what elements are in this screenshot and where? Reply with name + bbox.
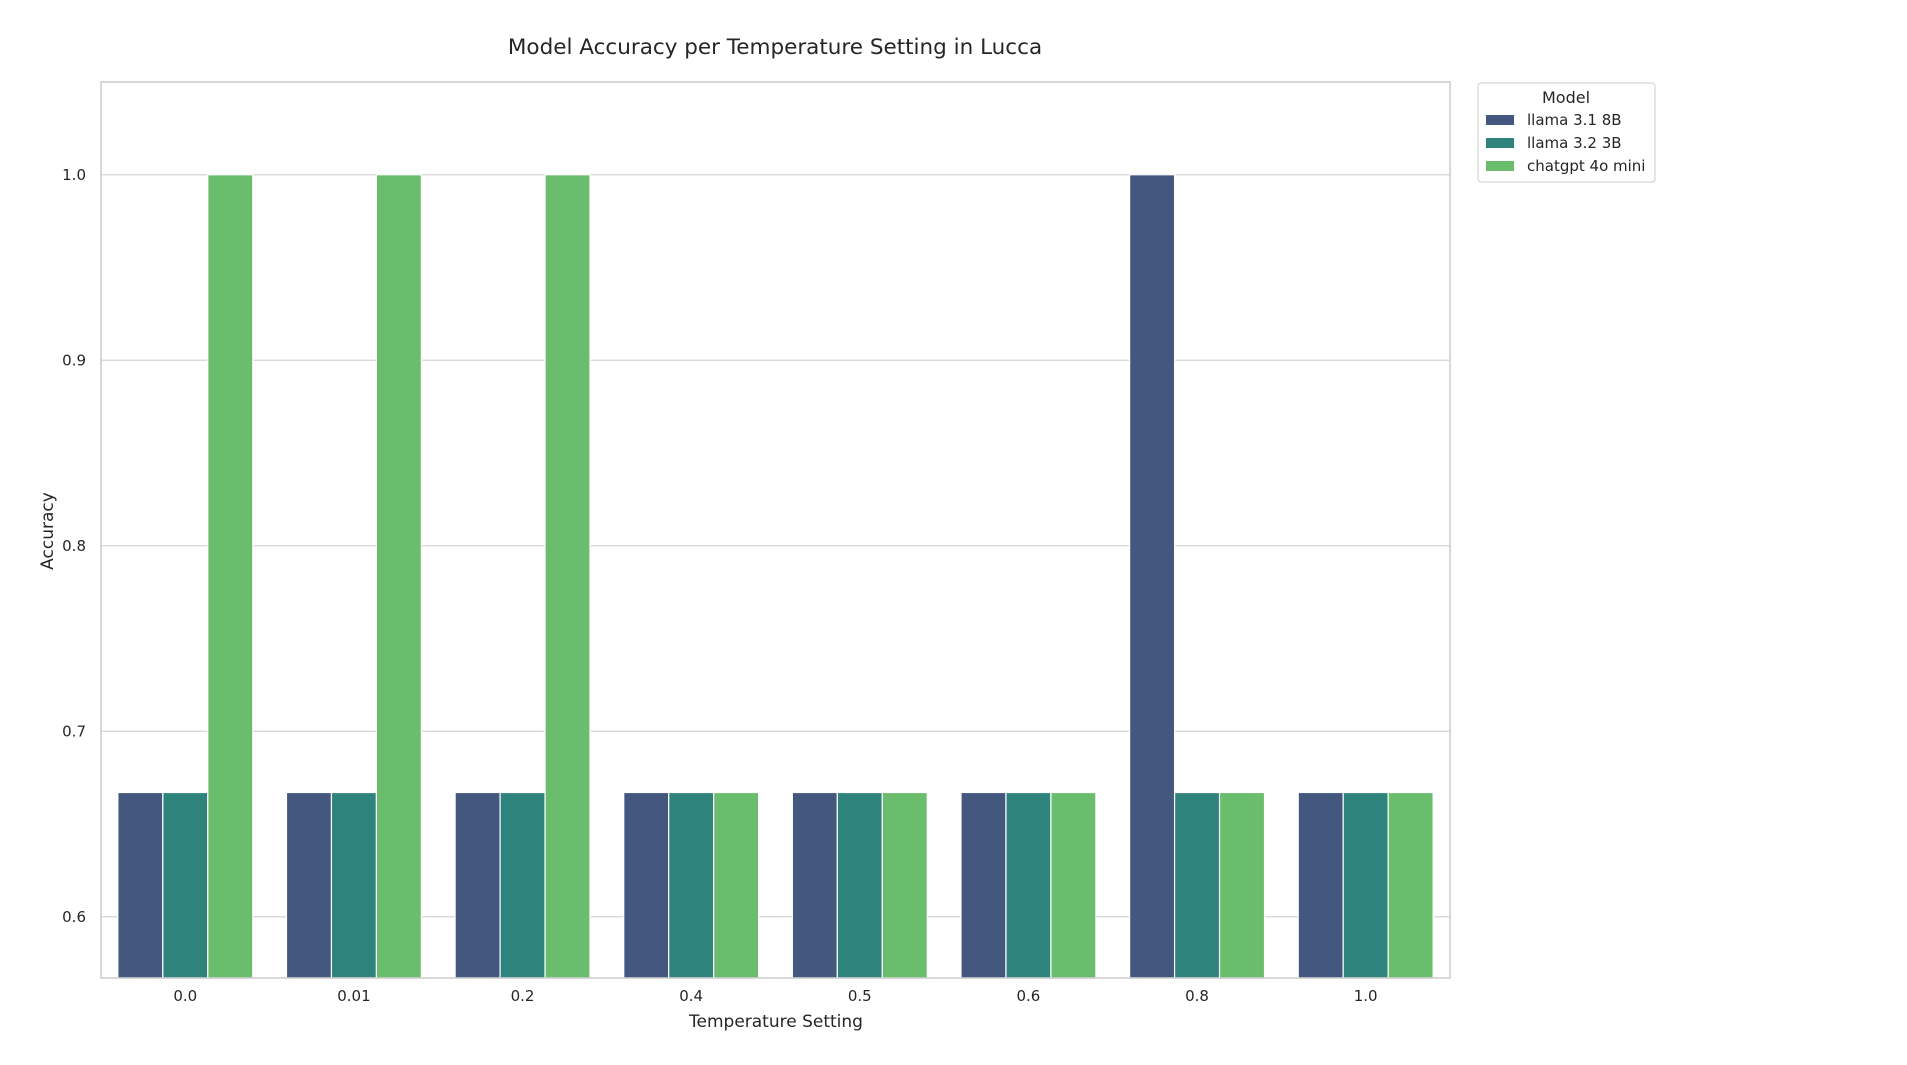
- y-tick-label: 0.6: [62, 908, 86, 926]
- x-tick-label: 0.4: [679, 987, 703, 1005]
- legend-swatch: [1486, 138, 1514, 148]
- x-tick-label: 0.2: [511, 987, 535, 1005]
- y-tick-label: 1.0: [62, 166, 86, 184]
- x-tick-label: 0.01: [337, 987, 370, 1005]
- x-tick-label: 1.0: [1354, 987, 1378, 1005]
- bar-chatgpt-4o-mini-0.2: [544, 174, 591, 979]
- x-tick-label: 0.5: [848, 987, 872, 1005]
- legend-title: Model: [1542, 88, 1590, 107]
- bar-llama-3-2-3b-0.01: [330, 791, 378, 979]
- bar-llama-3-1-8b-0.4: [623, 791, 670, 979]
- legend-swatch: [1486, 115, 1514, 125]
- x-tick-label: 0.8: [1185, 987, 1209, 1005]
- x-tick-label: 0.6: [1017, 987, 1041, 1005]
- bar-chatgpt-4o-mini-0.6: [1050, 791, 1097, 979]
- bar-llama-3-1-8b-0.0: [117, 791, 164, 979]
- y-axis-ticks: 0.6 0.7 0.8 0.9 1.0: [62, 166, 86, 926]
- bar-llama-3-1-8b-0.6: [960, 791, 1007, 979]
- bars: [117, 174, 1434, 979]
- y-tick-label: 0.9: [62, 351, 86, 369]
- bar-llama-3-1-8b-0.2: [454, 791, 501, 979]
- legend-swatch: [1486, 161, 1514, 171]
- bar-chatgpt-4o-mini-1.0: [1387, 791, 1434, 979]
- plot-area-frame: [100, 81, 1451, 979]
- legend-label: llama 3.1 8B: [1527, 111, 1622, 129]
- x-axis-label: Temperature Setting: [688, 1012, 863, 1032]
- y-tick-label: 0.8: [62, 537, 86, 555]
- x-axis-ticks: 0.0 0.01 0.2 0.4 0.5 0.6 0.8 1.0: [173, 987, 1377, 1005]
- bar-llama-3-1-8b-1.0: [1297, 791, 1344, 979]
- y-tick-label: 0.7: [62, 722, 86, 740]
- bar-chatgpt-4o-mini-0.01: [375, 174, 422, 979]
- y-axis-label: Accuracy: [38, 492, 58, 570]
- bar-chatgpt-4o-mini-0.8: [1218, 791, 1266, 979]
- bar-llama-3-1-8b-0.5: [791, 791, 838, 979]
- bar-llama-3-1-8b-0.01: [285, 791, 333, 979]
- legend-label: llama 3.2 3B: [1527, 134, 1622, 152]
- legend: Model llama 3.1 8B llama 3.2 3B chatgpt 4o…: [1477, 82, 1656, 183]
- bar-chatgpt-4o-mini-0.5: [881, 791, 928, 979]
- bar-llama-3-2-3b-0.5: [836, 791, 883, 979]
- bar-llama-3-2-3b-0.2: [499, 791, 546, 979]
- bar-llama-3-2-3b-0.6: [1005, 791, 1052, 979]
- bar-chatgpt-4o-mini-0.0: [207, 174, 254, 979]
- bar-llama-3-2-3b-0.8: [1173, 791, 1221, 979]
- bar-llama-3-2-3b-1.0: [1342, 791, 1389, 979]
- legend-items: llama 3.1 8B llama 3.2 3B chatgpt 4o mini: [1486, 111, 1645, 175]
- x-tick-label: 0.0: [173, 987, 197, 1005]
- legend-box: [1477, 82, 1656, 183]
- legend-label: chatgpt 4o mini: [1527, 157, 1645, 175]
- chart-title: Model Accuracy per Temperature Setting i…: [508, 35, 1042, 60]
- bar-llama-3-2-3b-0.4: [668, 791, 715, 979]
- bar-chatgpt-4o-mini-0.4: [713, 791, 760, 979]
- bar-llama-3-2-3b-0.0: [162, 791, 209, 979]
- bar-llama-3-1-8b-0.8: [1129, 174, 1176, 979]
